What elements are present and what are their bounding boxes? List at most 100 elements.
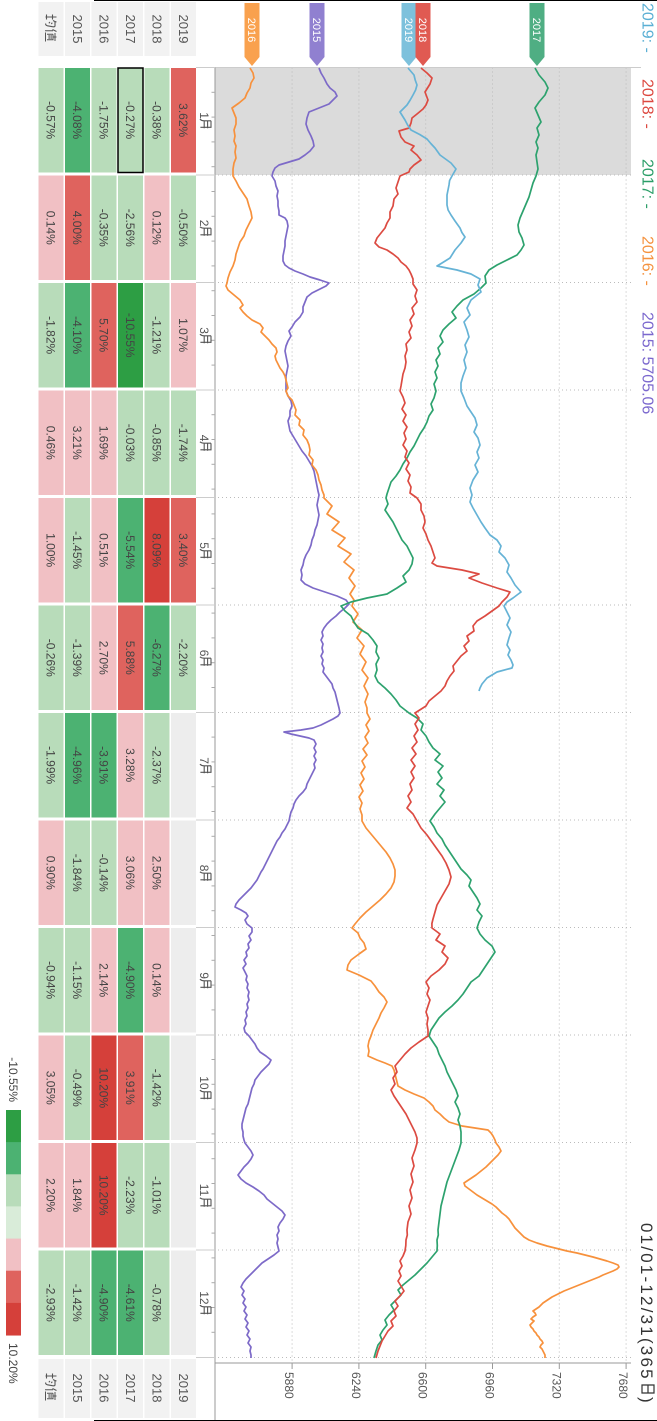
svg-text:-1.42%: -1.42%: [150, 1069, 164, 1107]
svg-text:11: 11: [197, 1184, 211, 1197]
svg-text:-1.74%: -1.74%: [176, 424, 190, 462]
svg-text:-3.91%: -3.91%: [97, 746, 111, 784]
svg-text:2015: 5705.06: 2015: 5705.06: [639, 312, 656, 414]
svg-text:-1.75%: -1.75%: [97, 101, 111, 139]
svg-text:6960: 6960: [483, 1372, 497, 1399]
svg-text:-0.78%: -0.78%: [150, 1284, 164, 1322]
svg-text:-0.38%: -0.38%: [150, 101, 164, 139]
svg-text:10.20%: 10.20%: [97, 1175, 111, 1216]
svg-text:1.69%: 1.69%: [97, 426, 111, 460]
svg-text:9: 9: [197, 972, 211, 979]
svg-text:-6.27%: -6.27%: [150, 639, 164, 677]
svg-text:2017: -: 2017: -: [639, 159, 656, 209]
svg-text:-0.49%: -0.49%: [70, 1069, 84, 1107]
svg-text:10.20%: 10.20%: [97, 1067, 111, 1108]
svg-text:0.14%: 0.14%: [150, 963, 164, 997]
svg-text:-4.61%: -4.61%: [123, 1284, 137, 1322]
svg-text:3.40%: 3.40%: [176, 533, 190, 567]
svg-text:6: 6: [197, 650, 211, 657]
svg-text:2016: 2016: [97, 1374, 112, 1403]
svg-text:-1.42%: -1.42%: [70, 1284, 84, 1322]
svg-text:3.91%: 3.91%: [123, 1071, 137, 1105]
svg-text:2019: -: 2019: -: [639, 3, 656, 53]
svg-text:3.62%: 3.62%: [176, 103, 190, 137]
svg-text:-5.54%: -5.54%: [123, 531, 137, 569]
svg-text:6600: 6600: [416, 1372, 430, 1399]
svg-text:10: 10: [197, 1076, 211, 1090]
svg-text:2019: 2019: [176, 15, 191, 44]
svg-text:2.70%: 2.70%: [97, 641, 111, 675]
svg-text:-0.26%: -0.26%: [44, 639, 58, 677]
svg-text:3: 3: [197, 327, 211, 334]
svg-text:4: 4: [197, 435, 211, 442]
svg-text:2: 2: [197, 220, 211, 227]
svg-text:4.00%: 4.00%: [70, 211, 84, 245]
svg-text:-2.23%: -2.23%: [123, 1176, 137, 1214]
svg-text:2016: 2016: [97, 15, 112, 44]
svg-text:6240: 6240: [349, 1372, 363, 1399]
svg-text:1.84%: 1.84%: [70, 1178, 84, 1212]
svg-text:2015: 2015: [70, 15, 85, 44]
svg-text:5.88%: 5.88%: [123, 641, 137, 675]
svg-text:-0.35%: -0.35%: [97, 209, 111, 247]
svg-text:1: 1: [197, 112, 211, 119]
svg-text:-10.55%: -10.55%: [123, 313, 137, 358]
svg-text:-2.93%: -2.93%: [44, 1284, 58, 1322]
svg-text:-1.84%: -1.84%: [70, 854, 84, 892]
svg-text:1.07%: 1.07%: [176, 318, 190, 352]
svg-text:-1.15%: -1.15%: [70, 961, 84, 999]
svg-text:): ): [637, 1397, 656, 1403]
svg-text:3.28%: 3.28%: [123, 748, 137, 782]
svg-text:-4.90%: -4.90%: [97, 1284, 111, 1322]
svg-text:-4.10%: -4.10%: [70, 316, 84, 354]
svg-text:7320: 7320: [549, 1372, 563, 1399]
svg-text:-1.45%: -1.45%: [70, 531, 84, 569]
svg-text:-4.08%: -4.08%: [70, 101, 84, 139]
svg-text:01/01-12/31(365: 01/01-12/31(365: [637, 1223, 656, 1381]
svg-text:-0.50%: -0.50%: [176, 209, 190, 247]
svg-text:2018: -: 2018: -: [639, 79, 656, 129]
svg-text:5880: 5880: [282, 1372, 296, 1399]
svg-text:-0.03%: -0.03%: [123, 424, 137, 462]
svg-text:8: 8: [197, 865, 211, 872]
svg-text:2016: -: 2016: -: [639, 236, 656, 286]
svg-text:-0.85%: -0.85%: [150, 424, 164, 462]
svg-text:-0.94%: -0.94%: [44, 961, 58, 999]
svg-text:-10.55%: -10.55%: [6, 1057, 20, 1102]
svg-text:-4.90%: -4.90%: [123, 961, 137, 999]
svg-text:8.09%: 8.09%: [150, 533, 164, 567]
svg-text:2016: 2016: [245, 18, 257, 42]
svg-text:2017: 2017: [123, 1374, 138, 1403]
svg-text:3.05%: 3.05%: [44, 1071, 58, 1105]
svg-text:2.14%: 2.14%: [97, 963, 111, 997]
svg-text:-2.56%: -2.56%: [123, 209, 137, 247]
svg-text:2018: 2018: [150, 1374, 165, 1403]
svg-text:0.51%: 0.51%: [97, 533, 111, 567]
svg-text:-2.20%: -2.20%: [176, 639, 190, 677]
svg-text:-1.39%: -1.39%: [70, 639, 84, 677]
svg-text:0.46%: 0.46%: [44, 426, 58, 460]
svg-text:2015: 2015: [310, 18, 322, 42]
svg-text:0.12%: 0.12%: [150, 211, 164, 245]
svg-text:5: 5: [197, 542, 211, 549]
svg-text:-1.99%: -1.99%: [44, 746, 58, 784]
svg-text:7: 7: [197, 757, 211, 764]
svg-text:1.00%: 1.00%: [44, 533, 58, 567]
svg-text:10.20%: 10.20%: [6, 1343, 20, 1384]
svg-text:-1.21%: -1.21%: [150, 316, 164, 354]
svg-text:-2.37%: -2.37%: [150, 746, 164, 784]
svg-text:2018: 2018: [416, 18, 428, 42]
svg-text:2019: 2019: [402, 18, 414, 42]
svg-text:2015: 2015: [70, 1374, 85, 1403]
svg-text:0.14%: 0.14%: [44, 211, 58, 245]
svg-text:-1.01%: -1.01%: [150, 1176, 164, 1214]
svg-text:0.90%: 0.90%: [44, 856, 58, 890]
svg-text:5.70%: 5.70%: [97, 318, 111, 352]
svg-text:3.21%: 3.21%: [70, 426, 84, 460]
svg-text:-4.96%: -4.96%: [70, 746, 84, 784]
svg-text:2.50%: 2.50%: [150, 856, 164, 890]
svg-text:7680: 7680: [616, 1372, 630, 1399]
svg-text:-1.82%: -1.82%: [44, 316, 58, 354]
svg-text:3.06%: 3.06%: [123, 856, 137, 890]
svg-text:12: 12: [197, 1291, 211, 1305]
